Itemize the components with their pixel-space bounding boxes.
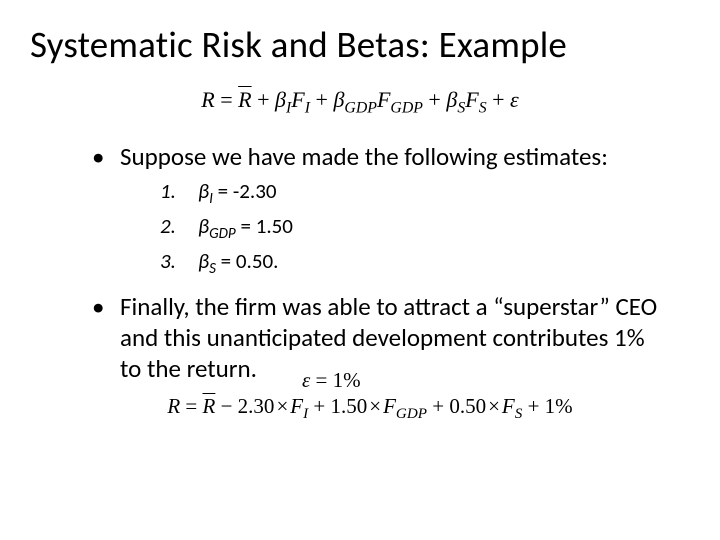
beta-symbol: β (198, 248, 209, 274)
content-block: Suppose we have made the following estim… (80, 141, 660, 423)
slide: Systematic Risk and Betas: Example R = R… (0, 0, 720, 540)
equation-bottom: R = R − 2.30×FI + 1.50×FGDP + 0.50×FS + … (80, 394, 660, 423)
bullet-list: Suppose we have made the following estim… (80, 141, 660, 384)
bullet-text: Finally, the firm was able to attract a … (120, 291, 657, 384)
beta-symbol: β (198, 213, 209, 239)
estimate-item: βS = 0.50. (160, 246, 660, 281)
beta-subscript: GDP (209, 225, 236, 243)
equation-main: R = R + βIFI + βGDPFGDP + βSFS + ε (30, 87, 690, 117)
estimate-item: βI = -2.30 (160, 176, 660, 211)
estimate-value: = 1.50 (236, 213, 293, 239)
estimate-value: = -2.30 (213, 178, 277, 204)
bullet-text: Suppose we have made the following estim… (120, 141, 608, 172)
estimates-list: βI = -2.30 βGDP = 1.50 βS = 0.50. (160, 176, 660, 281)
beta-subscript: S (209, 260, 216, 278)
beta-symbol: β (198, 178, 209, 204)
bullet-superstar: Finally, the firm was able to attract a … (80, 291, 660, 384)
estimate-value: = 0.50. (216, 248, 279, 274)
slide-title: Systematic Risk and Betas: Example (30, 22, 690, 67)
estimate-item: βGDP = 1.50 (160, 211, 660, 246)
bullet-estimates-intro: Suppose we have made the following estim… (80, 141, 660, 281)
